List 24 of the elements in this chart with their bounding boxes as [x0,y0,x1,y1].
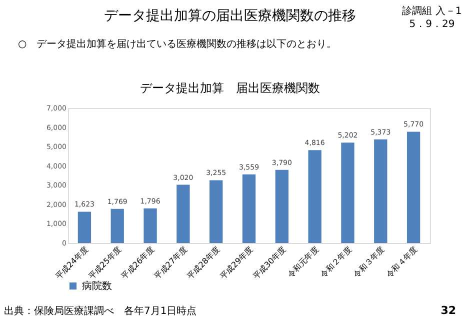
bar [374,139,388,243]
bar [210,180,223,243]
bar [308,150,322,243]
bar [341,142,354,243]
text: データ提出加算 届出医療機関数 [140,81,320,95]
x-tick-label: 令和２年度 [318,244,354,280]
bar [110,208,124,243]
text: 診調組 入－1 [402,5,462,17]
bar [275,170,288,243]
legend-label: 病院数 [82,280,112,292]
x-tick-label: 平成30年度 [251,244,288,281]
bar [78,212,92,243]
bar [144,208,157,243]
bar [406,132,420,243]
chart-title: データ提出加算の届出医療機関数の推移 [104,8,356,24]
x-tick-label: 令和３年度 [352,244,386,280]
chart-subtitle: ○ データ提出加算を届け出ている医療機関数の推移は以下のとおり。 [18,38,337,50]
source-note: 出典：保険局医療課調べ 各年7月1日時点 [4,305,197,317]
bar [176,184,190,243]
text: 32 [440,304,456,317]
bar [242,174,256,243]
x-tick-label: 令和元年度 [286,244,320,280]
text: 5．9．29 [409,19,455,30]
x-tick-label: 令和４年度 [384,244,420,280]
